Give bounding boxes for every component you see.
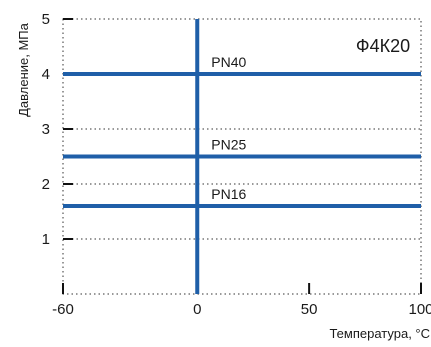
series-label-pn16: PN16 [211, 186, 246, 202]
y-axis-title: Давление, МПа [16, 22, 31, 117]
chart-title: Ф4К20 [356, 36, 410, 56]
x-tick-label-0: 0 [193, 301, 201, 318]
x-axis-title: Температура, °С [329, 326, 430, 341]
series-label-pn40: PN40 [211, 54, 246, 70]
y-tick-label-1: 1 [42, 231, 50, 248]
series-label-pn25: PN25 [211, 137, 246, 153]
y-tick-label-5: 5 [42, 11, 50, 28]
y-tick-label-4: 4 [42, 66, 50, 83]
y-tick-label-2: 2 [42, 176, 50, 193]
x-tick-label-50: 50 [301, 301, 318, 318]
series-layer: PN40 PN25 PN16 [63, 19, 421, 294]
y-tick-label-3: 3 [42, 121, 50, 138]
label-layer: Ф4К20 Температура, °С Давление, МПа [16, 22, 430, 341]
x-tick-label--60: -60 [52, 301, 74, 318]
x-tick-label-100: 100 [408, 301, 431, 318]
